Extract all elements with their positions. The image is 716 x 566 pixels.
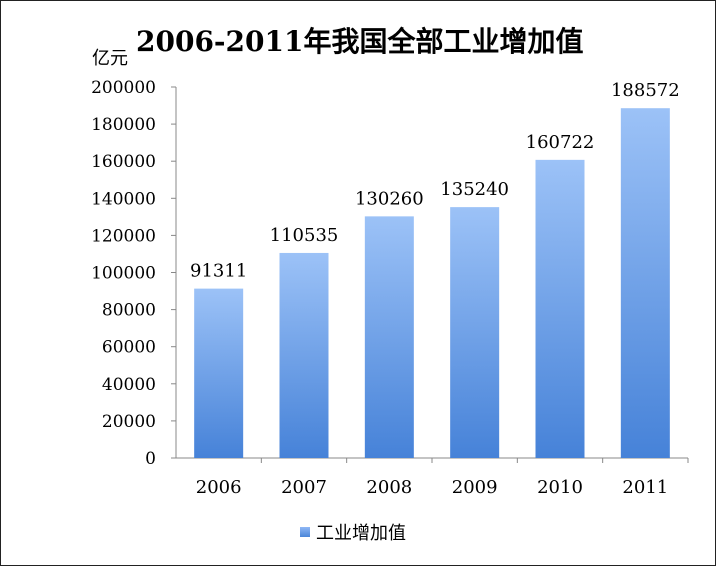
x-tick-label: 2011 (622, 477, 668, 498)
y-tick-label: 140000 (91, 189, 156, 209)
y-tick-label: 80000 (102, 301, 156, 321)
legend-label: 工业增加值 (316, 523, 406, 544)
bar-data-label: 188572 (611, 80, 680, 101)
legend: 工业增加值 (300, 519, 406, 545)
bar-data-label: 160722 (526, 132, 595, 153)
legend-swatch (300, 527, 310, 537)
y-tick-label: 60000 (102, 338, 156, 358)
y-tick-label: 0 (145, 449, 156, 469)
bar-data-label: 110535 (270, 225, 339, 246)
x-tick-label: 2008 (366, 477, 412, 498)
y-axis-unit-label: 亿元 (92, 48, 128, 69)
chart-title: 2006-2011年我国全部工业增加值 (136, 25, 584, 58)
y-tick-label: 20000 (102, 412, 156, 432)
x-tick-label: 2010 (537, 477, 583, 498)
y-tick-label: 160000 (91, 152, 156, 172)
y-tick-label: 40000 (102, 375, 156, 395)
bar (364, 216, 414, 458)
bar-data-label: 130260 (355, 188, 424, 209)
bar (450, 207, 500, 458)
bar (620, 108, 670, 458)
y-tick-label: 180000 (91, 115, 156, 135)
bar (194, 288, 244, 458)
y-tick-label: 200000 (91, 78, 156, 98)
x-tick-label: 2007 (281, 477, 327, 498)
bar-data-label: 91311 (190, 261, 247, 282)
x-tick-label: 2009 (452, 477, 498, 498)
y-tick-label: 120000 (91, 226, 156, 246)
bar-data-label: 135240 (440, 179, 509, 200)
bar (279, 252, 329, 458)
x-tick-label: 2006 (196, 477, 242, 498)
bar (535, 159, 585, 458)
y-tick-label: 100000 (91, 264, 156, 284)
